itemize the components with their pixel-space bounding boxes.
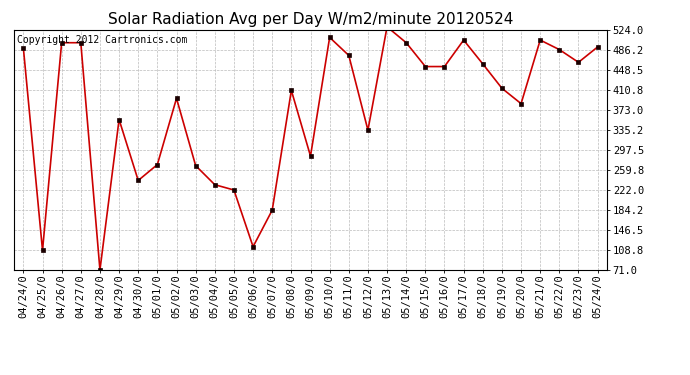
Text: Copyright 2012 Cartronics.com: Copyright 2012 Cartronics.com [17, 35, 187, 45]
Title: Solar Radiation Avg per Day W/m2/minute 20120524: Solar Radiation Avg per Day W/m2/minute … [108, 12, 513, 27]
